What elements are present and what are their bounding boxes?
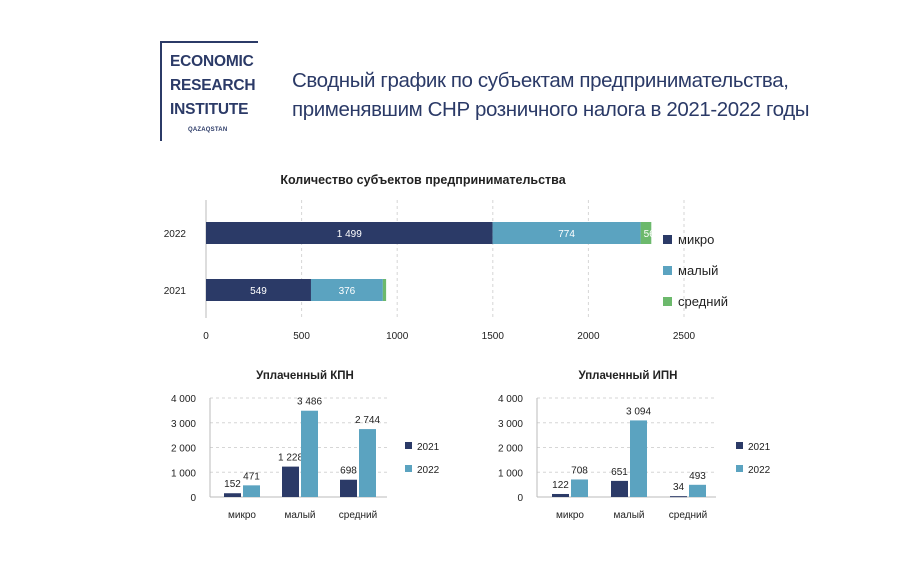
chart3-legend-swatch xyxy=(736,442,743,449)
chart2-bar-2022 xyxy=(301,410,318,497)
chart1-category-label: 2022 xyxy=(164,229,187,240)
chart1-data-label: 17 xyxy=(386,286,398,297)
chart1-title: Количество субъектов предпринимательства xyxy=(280,173,566,187)
chart1-legend-swatch xyxy=(663,235,672,244)
chart3-data-label: 122 xyxy=(552,480,569,491)
chart2-legend-swatch xyxy=(405,465,412,472)
chart3-bar-2022 xyxy=(571,479,588,497)
chart1-data-label: 56 xyxy=(644,229,656,240)
chart1-data-label: 1 499 xyxy=(337,229,362,240)
chart1-legend-swatch xyxy=(663,266,672,275)
chart1-data-label: 549 xyxy=(250,286,267,297)
chart3-data-label: 3 094 xyxy=(626,406,651,417)
chart1-data-label: 376 xyxy=(339,286,356,297)
chart1-bar-малый xyxy=(310,279,383,301)
chart3-y-tick-label: 3 000 xyxy=(498,419,523,430)
chart2-title: Уплаченный КПН xyxy=(256,370,354,382)
chart2-y-tick-label: 2 000 xyxy=(171,444,196,455)
chart1-x-tick-label: 1500 xyxy=(482,331,505,342)
chart2-y-tick-label: 4 000 xyxy=(171,394,196,405)
chart3-y-tick-label: 2 000 xyxy=(498,444,523,455)
logo-line-3: INSTITUTE xyxy=(170,101,249,118)
chart1-legend-swatch xyxy=(663,297,672,306)
chart3-title: Уплаченный ИПН xyxy=(579,370,678,382)
page-title-line-2: применявшим СНР розничного налога в 2021… xyxy=(292,98,810,121)
chart2-y-tick-label: 0 xyxy=(190,493,196,504)
chart2-data-label: 2 744 xyxy=(355,415,380,426)
chart2-legend-swatch xyxy=(405,442,412,449)
chart2-legend-label: 2021 xyxy=(417,442,440,453)
chart1-legend-label: микро xyxy=(678,232,714,247)
chart3-bar-2021 xyxy=(552,493,569,497)
chart2-bar-2022 xyxy=(359,429,376,497)
page-title: Сводный график по субъектам предпринимат… xyxy=(292,66,812,124)
chart2-data-label: 698 xyxy=(340,466,357,477)
chart3-data-label: 493 xyxy=(689,471,706,482)
chart2-data-label: 1 228 xyxy=(278,453,303,464)
logo-subtitle: QAZAQSTAN xyxy=(188,127,228,133)
chart1-x-tick-label: 2500 xyxy=(673,331,696,342)
logo: ECONOMIC RESEARCH INSTITUTE QAZAQSTAN xyxy=(160,41,258,141)
chart3-data-label: 34 xyxy=(673,482,685,493)
chart2-bar-2021 xyxy=(224,493,241,497)
chart3-data-label: 708 xyxy=(571,465,588,476)
chart3-legend-swatch xyxy=(736,465,743,472)
chart3-bar-2022 xyxy=(689,484,706,497)
chart2-bar-2022 xyxy=(243,485,260,497)
chart2-category-label: микро xyxy=(228,510,256,521)
chart1-category-label: 2021 xyxy=(164,286,187,297)
chart1-legend-label: средний xyxy=(678,294,728,309)
chart3-y-tick-label: 0 xyxy=(517,493,523,504)
chart2-bar-2021 xyxy=(282,466,299,497)
chart1-x-tick-label: 0 xyxy=(203,331,209,342)
chart1-bar-микро xyxy=(206,222,493,244)
chart2-legend-label: 2022 xyxy=(417,465,440,476)
chart2-y-tick-label: 3 000 xyxy=(171,419,196,430)
chart2-category-label: средний xyxy=(339,510,377,521)
chart2-data-label: 3 486 xyxy=(297,397,322,408)
chart1-bar-средний xyxy=(382,279,387,301)
chart1-data-label: 774 xyxy=(558,229,575,240)
chart3-data-label: 651 xyxy=(611,467,628,478)
chart3-bar-2021 xyxy=(670,496,687,498)
chart2-data-label: 152 xyxy=(224,479,241,490)
chart3-category-label: средний xyxy=(669,510,707,521)
chart3-y-tick-label: 1 000 xyxy=(498,468,523,479)
chart3-bar-2021 xyxy=(611,480,628,497)
page-title-line-1: Сводный график по субъектам предпринимат… xyxy=(292,69,789,92)
chart3-legend-label: 2022 xyxy=(748,465,771,476)
chart3-category-label: микро xyxy=(556,510,584,521)
chart1-bar-малый xyxy=(492,222,641,244)
chart1-legend-label: малый xyxy=(678,263,718,278)
chart1-x-tick-label: 1000 xyxy=(386,331,409,342)
chart2-y-tick-label: 1 000 xyxy=(171,468,196,479)
chart1-x-tick-label: 2000 xyxy=(577,331,600,342)
chart3-legend-label: 2021 xyxy=(748,442,771,453)
chart3-bar-2022 xyxy=(630,420,647,497)
chart1-x-tick-label: 500 xyxy=(293,331,310,342)
chart2-data-label: 471 xyxy=(243,471,260,482)
chart3-y-tick-label: 4 000 xyxy=(498,394,523,405)
chart2-category-label: малый xyxy=(284,510,315,521)
chart2-bar-2021 xyxy=(340,479,357,497)
chart1-bar-микро xyxy=(206,279,311,301)
chart3-category-label: малый xyxy=(613,510,644,521)
chart1-bar-средний xyxy=(640,222,652,244)
logo-line-1: ECONOMIC xyxy=(170,53,254,70)
logo-line-2: RESEARCH xyxy=(170,77,256,94)
